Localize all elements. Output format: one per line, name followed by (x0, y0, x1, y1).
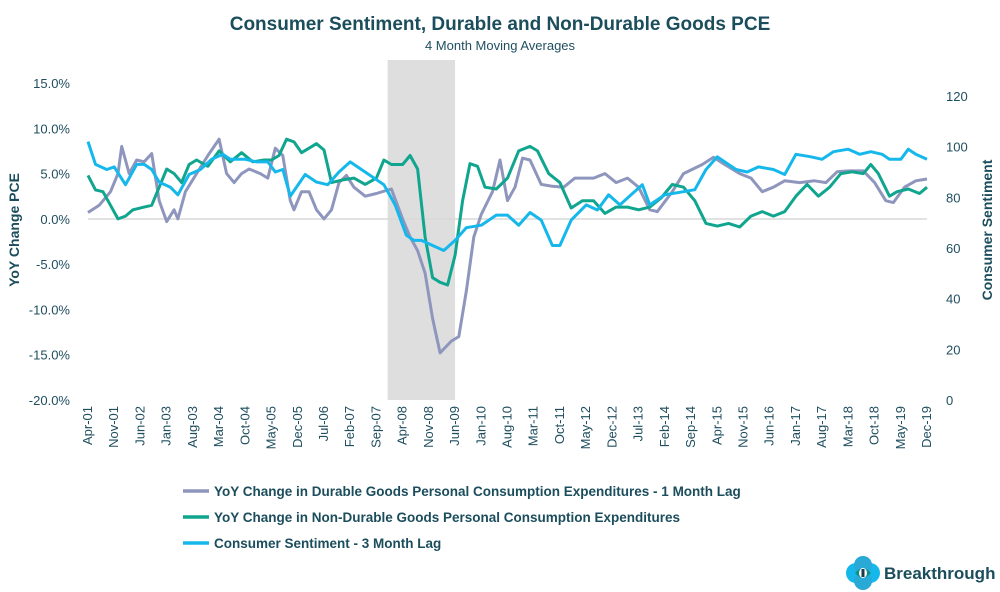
x-tick-label: Apr-01 (80, 406, 95, 445)
y-tick-label: 5.0% (40, 167, 70, 182)
logo-text: Breakthrough (884, 564, 995, 583)
series-lines (86, 137, 928, 355)
x-tick-label: Mar-18 (840, 406, 855, 447)
y2-tick-label: 120 (946, 89, 968, 104)
x-tick-label: Apr-08 (395, 406, 410, 445)
x-tick-label: Jun-16 (762, 406, 777, 446)
legend-label: Consumer Sentiment - 3 Month Lag (214, 536, 441, 551)
y2-tick-label: 40 (946, 292, 960, 307)
chart-title: Consumer Sentiment, Durable and Non-Dura… (230, 14, 771, 35)
x-tick-label: May-19 (893, 406, 908, 449)
x-tick-label: Jan-10 (473, 406, 488, 446)
legend-label: YoY Change in Durable Goods Personal Con… (214, 484, 741, 499)
series-line-2 (86, 141, 928, 252)
y-tick-label: 15.0% (33, 76, 70, 91)
x-tick-label: Mar-04 (211, 406, 226, 447)
x-tick-label: Aug-17 (814, 406, 829, 448)
y2-tick-label: 100 (946, 140, 968, 155)
x-tick-label: Dec-05 (290, 406, 305, 448)
x-tick-label: Mar-11 (526, 406, 541, 446)
x-tick-label: Jun-02 (132, 406, 147, 446)
x-tick-label: May-12 (578, 406, 593, 449)
y-tick-label: -5.0% (36, 257, 70, 272)
y-tick-label: 10.0% (33, 121, 70, 136)
x-tick-label: Oct-11 (552, 406, 567, 444)
y2-tick-label: 0 (946, 393, 953, 408)
y2-tick-label: 20 (946, 342, 960, 357)
x-tick-label: Feb-07 (342, 406, 357, 447)
y-tick-label: -15.0% (29, 348, 71, 363)
y-axis-label: YoY Change PCE (6, 173, 22, 287)
y2-tick-label: 60 (946, 241, 960, 256)
x-tick-label: Jul-06 (316, 406, 331, 441)
y-tick-label: 0.0% (40, 212, 70, 227)
y2-tick-label: 80 (946, 190, 960, 205)
x-tick-label: Oct-04 (237, 406, 252, 445)
x-tick-label: Nov-08 (421, 406, 436, 448)
x-tick-label: May-05 (264, 406, 279, 449)
left-axis: 15.0% 10.0% 5.0% 0.0% -5.0% -10.0% -15.0% -20.0… (29, 76, 71, 408)
series-line-1 (86, 137, 928, 287)
recession-shading (387, 60, 456, 400)
x-tick-label: Feb-14 (657, 406, 672, 447)
x-tick-label: Aug-03 (185, 406, 200, 448)
x-tick-label: Apr-15 (709, 406, 724, 445)
x-tick-label: Oct-18 (867, 406, 882, 445)
x-axis: Apr-01 Nov-01 Jun-02 Jan-03 Aug-03 Mar-04 Oct-… (80, 406, 934, 449)
x-tick-label: Jan-17 (788, 406, 803, 446)
x-tick-label: Nov-15 (735, 406, 750, 448)
x-tick-label: Aug-10 (500, 406, 515, 448)
x-tick-label: Sep-14 (683, 406, 698, 448)
y2-axis-label: Consumer Sentiment (979, 159, 995, 300)
x-tick-label: Jun-09 (447, 406, 462, 446)
x-tick-label: Dec-19 (919, 406, 934, 448)
x-tick-label: Dec-12 (604, 406, 619, 448)
x-tick-label: Jan-03 (159, 406, 174, 446)
right-axis: 120 100 80 60 40 20 0 (946, 89, 968, 408)
y-tick-label: -20.0% (29, 393, 71, 408)
x-tick-label: Jul-13 (631, 406, 646, 441)
series-line-0 (87, 137, 928, 355)
legend-label: YoY Change in Non-Durable Goods Personal… (214, 510, 680, 525)
y-tick-label: -10.0% (29, 302, 71, 317)
breakthrough-logo: Breakthrough (846, 556, 995, 590)
legend: YoY Change in Durable Goods Personal Con… (183, 484, 741, 551)
chart-subtitle: 4 Month Moving Averages (425, 38, 576, 53)
x-tick-label: Sep-07 (368, 406, 383, 448)
x-tick-label: Nov-01 (106, 406, 121, 448)
